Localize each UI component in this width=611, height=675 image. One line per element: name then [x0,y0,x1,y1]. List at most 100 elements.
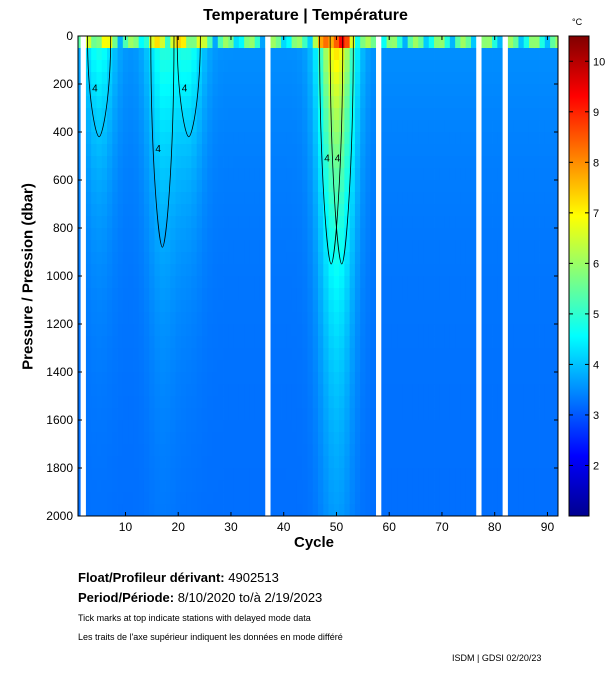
heatmap-cell [544,360,551,373]
heatmap-cell [302,144,308,157]
heatmap-cell [212,444,219,457]
heatmap-cell [180,324,187,337]
heatmap-cell [470,492,477,505]
heatmap-cell [270,192,277,205]
heatmap-cell [107,240,113,253]
heatmap-cell [180,252,187,265]
heatmap-cell [318,300,324,313]
heatmap-cell [402,312,409,325]
heatmap-cell [165,384,171,397]
heatmap-cell [412,48,419,61]
heatmap-cell [307,408,314,421]
heatmap-cell [513,96,519,109]
heatmap-cell [91,348,97,361]
heatmap-cell [486,240,493,253]
heatmap-cell [223,300,229,313]
heatmap-cell [96,384,103,397]
heatmap-cell [465,180,472,193]
heatmap-cell [513,156,519,169]
heatmap-cell [112,156,118,169]
heatmap-cell [186,372,192,385]
heatmap-cell [217,204,224,217]
heatmap-cell [270,456,277,469]
heatmap-cell [286,396,293,409]
heatmap-cell [149,132,155,145]
heatmap-cell [275,144,282,157]
heatmap-cell [196,432,203,445]
heatmap-cell [507,84,514,97]
heatmap-cell [233,348,240,361]
heatmap-cell [333,48,340,61]
heatmap-cell [117,216,124,229]
heatmap-cell [217,504,224,517]
heatmap-cell [481,372,488,385]
heatmap-cell [486,300,493,313]
heatmap-cell [523,432,530,445]
heatmap-cell [386,60,393,73]
heatmap-cell [175,348,182,361]
heatmap-cell [91,336,97,349]
heatmap-cell [312,348,319,361]
heatmap-cell [386,288,393,301]
heatmap-cell [344,96,351,109]
heatmap-cell [91,48,97,61]
heatmap-cell [397,264,403,277]
heatmap-cell [397,156,403,169]
heatmap-cell [412,264,419,277]
heatmap-cell [444,276,451,289]
heatmap-cell [344,480,351,493]
heatmap-cell [386,468,393,481]
heatmap-cell [217,192,224,205]
heatmap-cell [281,384,287,397]
heatmap-cell [402,192,409,205]
heatmap-cell [444,108,451,121]
heatmap-cell [254,336,261,349]
heatmap-cell [523,276,530,289]
heatmap-cell [402,300,409,313]
heatmap-cell [302,84,308,97]
heatmap-cell [486,444,493,457]
heatmap-cell [112,360,118,373]
heatmap-cell [133,480,140,493]
heatmap-cell [418,300,424,313]
heatmap-cell [397,168,403,181]
heatmap-cell [291,240,298,253]
heatmap-cell [354,156,361,169]
heatmap-cell [434,360,440,373]
heatmap-cell [444,372,451,385]
heatmap-cell [460,156,467,169]
heatmap-cell [470,216,477,229]
heatmap-cell [407,168,414,181]
heatmap-cell [449,168,456,181]
heatmap-cell [412,96,419,109]
heatmap-cell [228,480,235,493]
heatmap-cell [101,348,108,361]
heatmap-cell [418,48,424,61]
heatmap-cell [386,300,393,313]
heatmap-cell [449,420,456,433]
heatmap-cell [143,36,150,49]
heatmap-cell [323,336,329,349]
heatmap-cell [323,384,329,397]
heatmap-cell [481,156,488,169]
heatmap-cell [434,276,440,289]
heatmap-cell [381,432,387,445]
heatmap-cell [143,336,150,349]
heatmap-cell [428,228,435,241]
heatmap-cell [528,420,535,433]
heatmap-cell [365,420,372,433]
heatmap-cell [286,420,293,433]
heatmap-cell [201,456,208,469]
heatmap-cell [302,348,308,361]
heatmap-cell [397,360,403,373]
heatmap-cell [259,288,266,301]
heatmap-cell [354,324,361,337]
heatmap-cell [534,60,540,73]
heatmap-cell [307,156,314,169]
heatmap-cell [333,168,340,181]
heatmap-cell [423,96,430,109]
heatmap-cell [78,264,82,277]
heatmap-cell [428,396,435,409]
heatmap-cell [534,144,540,157]
heatmap-cell [354,36,361,49]
